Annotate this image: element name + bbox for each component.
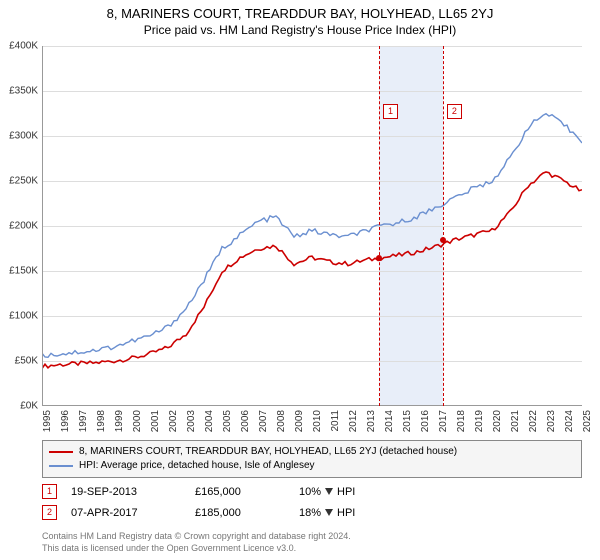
sale-marker-dot: [376, 255, 382, 261]
x-tick-label: 2011: [330, 410, 341, 432]
series-hpi: [42, 114, 582, 358]
x-tick-label: 2025: [582, 410, 593, 432]
x-tick-label: 1999: [114, 410, 125, 432]
y-tick-label: £0K: [0, 401, 38, 412]
legend-label-property: 8, MARINERS COURT, TREARDDUR BAY, HOLYHE…: [79, 445, 457, 459]
sale-vline: [379, 46, 380, 406]
sale-delta: 18% HPI: [299, 507, 409, 519]
sale-marker-label: 2: [447, 104, 462, 119]
page-title: 8, MARINERS COURT, TREARDDUR BAY, HOLYHE…: [0, 0, 600, 21]
x-tick-label: 2022: [528, 410, 539, 432]
footer: Contains HM Land Registry data © Crown c…: [42, 530, 351, 554]
x-axis-line: [42, 405, 582, 406]
x-tick-label: 2005: [222, 410, 233, 432]
page-subtitle: Price paid vs. HM Land Registry's House …: [0, 21, 600, 37]
sales-row: 1 19-SEP-2013 £165,000 10% HPI: [42, 484, 582, 499]
y-tick-label: £200K: [0, 221, 38, 232]
y-axis-line: [42, 46, 43, 406]
y-tick-label: £300K: [0, 131, 38, 142]
sale-date: 07-APR-2017: [71, 507, 181, 519]
sales-table: 1 19-SEP-2013 £165,000 10% HPI 2 07-APR-2017 £…: [42, 484, 582, 520]
plot-area: 12: [42, 46, 582, 406]
legend-swatch-hpi: [49, 465, 73, 467]
x-tick-label: 2020: [492, 410, 503, 432]
y-tick-label: £50K: [0, 356, 38, 367]
sale-vline: [443, 46, 444, 406]
arrow-down-icon: [325, 509, 333, 516]
x-tick-label: 2012: [348, 410, 359, 432]
sale-id-box: 1: [42, 484, 57, 499]
x-tick-label: 2004: [204, 410, 215, 432]
x-tick-label: 2010: [312, 410, 323, 432]
sale-date: 19-SEP-2013: [71, 486, 181, 498]
x-tick-label: 2023: [546, 410, 557, 432]
sale-price: £165,000: [195, 486, 285, 498]
x-tick-label: 1997: [78, 410, 89, 432]
x-tick-label: 2000: [132, 410, 143, 432]
legend-label-hpi: HPI: Average price, detached house, Isle…: [79, 459, 315, 473]
y-tick-label: £350K: [0, 86, 38, 97]
x-tick-label: 2017: [438, 410, 449, 432]
x-tick-label: 2007: [258, 410, 269, 432]
y-tick-label: £250K: [0, 176, 38, 187]
x-tick-label: 2006: [240, 410, 251, 432]
chart-area: 12 £0K£50K£100K£150K£200K£250K£300K£350K…: [42, 46, 582, 406]
sale-delta: 10% HPI: [299, 486, 409, 498]
legend-row: 8, MARINERS COURT, TREARDDUR BAY, HOLYHE…: [49, 445, 575, 459]
legend-row: HPI: Average price, detached house, Isle…: [49, 459, 575, 473]
line-series: [42, 46, 582, 406]
legend-swatch-property: [49, 451, 73, 453]
x-tick-label: 2024: [564, 410, 575, 432]
x-tick-label: 2016: [420, 410, 431, 432]
x-tick-label: 2019: [474, 410, 485, 432]
x-tick-label: 2015: [402, 410, 413, 432]
x-tick-label: 2018: [456, 410, 467, 432]
footer-line2: This data is licensed under the Open Gov…: [42, 542, 351, 554]
sale-marker-label: 1: [383, 104, 398, 119]
arrow-down-icon: [325, 488, 333, 495]
sale-id-box: 2: [42, 505, 57, 520]
legend-box: 8, MARINERS COURT, TREARDDUR BAY, HOLYHE…: [42, 440, 582, 478]
x-tick-label: 1996: [60, 410, 71, 432]
x-tick-label: 1995: [42, 410, 53, 432]
x-tick-label: 2001: [150, 410, 161, 432]
sale-marker-dot: [440, 237, 446, 243]
chart-container: 8, MARINERS COURT, TREARDDUR BAY, HOLYHE…: [0, 0, 600, 560]
legend-area: 8, MARINERS COURT, TREARDDUR BAY, HOLYHE…: [42, 440, 582, 526]
series-property: [42, 172, 582, 369]
y-tick-label: £400K: [0, 41, 38, 52]
x-tick-label: 1998: [96, 410, 107, 432]
footer-line1: Contains HM Land Registry data © Crown c…: [42, 530, 351, 542]
sales-row: 2 07-APR-2017 £185,000 18% HPI: [42, 505, 582, 520]
x-tick-label: 2008: [276, 410, 287, 432]
sale-price: £185,000: [195, 507, 285, 519]
y-tick-label: £150K: [0, 266, 38, 277]
y-tick-label: £100K: [0, 311, 38, 322]
x-tick-label: 2014: [384, 410, 395, 432]
x-tick-label: 2021: [510, 410, 521, 432]
x-tick-label: 2003: [186, 410, 197, 432]
x-tick-label: 2002: [168, 410, 179, 432]
x-tick-label: 2009: [294, 410, 305, 432]
x-tick-label: 2013: [366, 410, 377, 432]
